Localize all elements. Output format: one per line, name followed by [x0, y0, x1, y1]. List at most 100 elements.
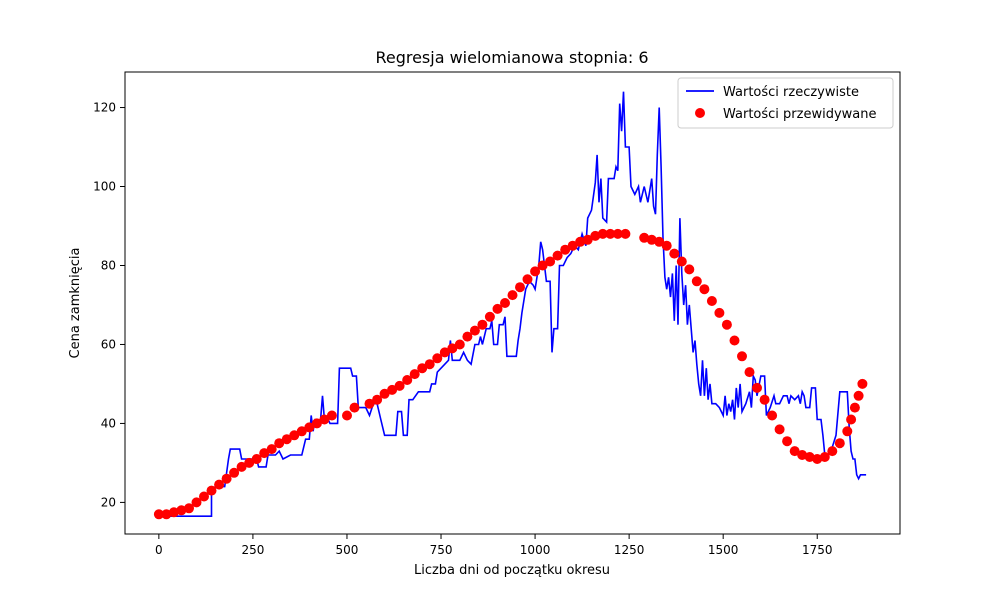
y-axis-label: Cena zamknięcia [68, 248, 83, 359]
x-tick-label: 1750 [802, 543, 833, 557]
scatter-point [654, 236, 665, 247]
y-tick-label: 20 [101, 495, 116, 509]
scatter-point [432, 353, 443, 364]
scatter-point [274, 438, 285, 449]
scatter-point [387, 384, 398, 395]
x-tick-label: 1000 [520, 543, 551, 557]
scatter-point [620, 228, 631, 239]
legend-dot-swatch [695, 108, 705, 118]
scatter-point [669, 248, 680, 259]
scatter-point [319, 414, 330, 425]
scatter-point [646, 234, 657, 245]
y-tick-label: 80 [101, 258, 116, 272]
chart-title: Regresja wielomianowa stopnia: 6 [375, 48, 648, 67]
scatter-point [161, 509, 172, 520]
scatter-point [597, 228, 608, 239]
x-axis: 0 250 500 750 1000 1250 1500 1750 [155, 534, 833, 557]
scatter-point [492, 303, 503, 314]
scatter-point [259, 448, 270, 459]
scatter-point [545, 256, 556, 267]
scatter-point [439, 347, 450, 358]
scatter-point [326, 410, 337, 421]
scatter-point [676, 256, 687, 267]
scatter-point [714, 307, 725, 318]
scatter-point [590, 230, 601, 241]
scatter-point [804, 452, 815, 462]
scatter-point [560, 244, 571, 255]
scatter-point [706, 296, 717, 306]
scatter-point [342, 410, 352, 421]
y-tick-label: 60 [101, 337, 116, 351]
legend-label: Wartości rzeczywiste [723, 85, 859, 100]
scatter-point [379, 388, 390, 399]
scatter-point [857, 378, 868, 389]
scatter-point [349, 402, 360, 413]
scatter-point [789, 446, 800, 457]
scatter-point [191, 497, 202, 508]
scatter-point [251, 454, 262, 464]
scatter-point [394, 380, 405, 391]
scatter-point [372, 394, 383, 405]
scatter-point [311, 418, 322, 429]
scatter-point [729, 335, 740, 346]
scatter-point [199, 491, 209, 502]
scatter-point [214, 479, 225, 490]
scatter-point [206, 485, 217, 496]
scatter-point [774, 424, 785, 435]
legend-label: Wartości przewidywane [723, 107, 877, 122]
scatter-point [244, 457, 255, 468]
scatter-point [752, 382, 762, 393]
scatter-point [842, 426, 853, 437]
scatter-point [605, 228, 616, 239]
scatter-point [699, 284, 710, 295]
legend-box [677, 77, 894, 129]
scatter-point [484, 311, 495, 322]
scatter-point [639, 232, 650, 243]
scatter-point [834, 438, 845, 449]
scatter-point [424, 359, 435, 370]
scatter-point [691, 276, 702, 287]
y-tick-label: 120 [93, 101, 116, 115]
scatter-point [537, 260, 548, 271]
scatter-point [153, 509, 164, 520]
y-tick-label: 100 [93, 180, 116, 194]
scatter-point [289, 430, 300, 441]
scatter-point [612, 228, 623, 239]
x-axis-label: Liczba dni od początku okresu [414, 563, 610, 578]
series-line-0 [158, 91, 867, 518]
scatter-point [500, 298, 510, 308]
scatter-point [582, 234, 593, 245]
scatter-point [849, 402, 860, 413]
x-tick-label: 0 [155, 543, 163, 557]
scatter-point [767, 410, 778, 421]
scatter-point [168, 507, 179, 518]
scatter-point [229, 467, 240, 478]
scatter-point [462, 331, 473, 342]
scatter-point [296, 426, 307, 437]
plot-area [124, 71, 901, 535]
scatter-point [684, 264, 695, 275]
scatter-point [759, 394, 770, 405]
scatter-point [447, 343, 458, 354]
scatter-point [522, 274, 533, 285]
x-tick-label: 500 [336, 543, 359, 557]
scatter-point [744, 367, 755, 378]
scatter-point [236, 461, 247, 472]
scatter-point [812, 454, 823, 464]
scatter-point [567, 240, 578, 251]
scatter-point [304, 422, 315, 433]
scatter-point [846, 414, 857, 425]
scatter-point [827, 446, 838, 457]
scatter-point [797, 450, 808, 460]
scatter-point [221, 473, 232, 484]
scatter-point [782, 436, 793, 447]
x-tick-label: 750 [430, 543, 453, 557]
scatter-point [281, 434, 292, 445]
scatter-point [402, 375, 413, 385]
scatter-point [819, 452, 830, 462]
legend: Wartości rzeczywiste Wartości przewidywan… [677, 77, 894, 129]
scatter-point [552, 250, 563, 261]
scatter-point [575, 236, 586, 247]
scatter-point [721, 319, 732, 330]
